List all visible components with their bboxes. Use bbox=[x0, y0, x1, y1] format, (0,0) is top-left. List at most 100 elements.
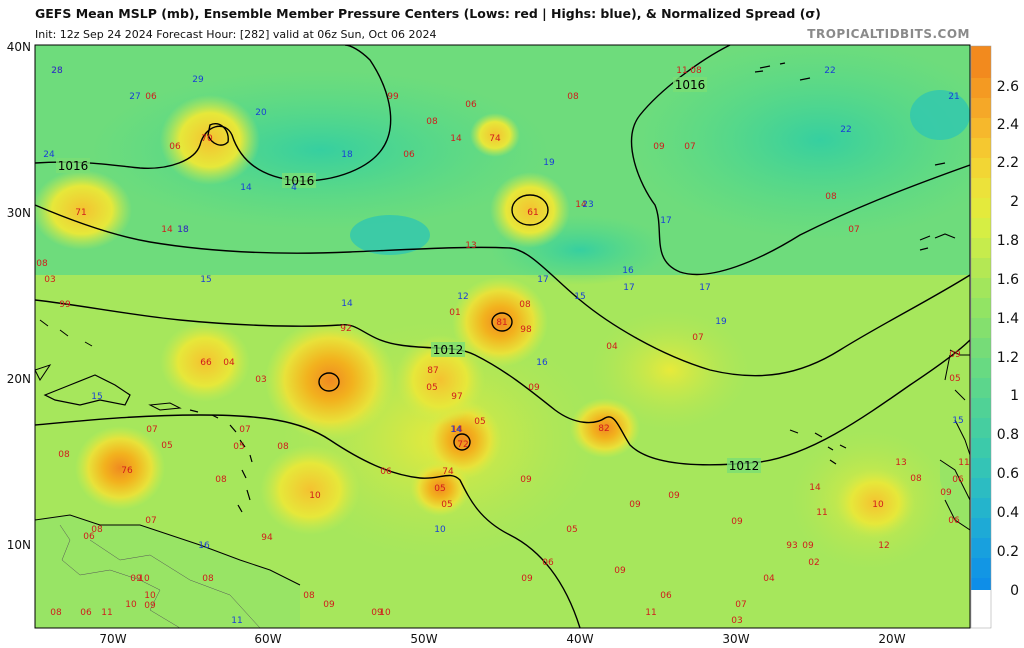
high-center-label: 22 bbox=[840, 125, 851, 135]
map-title: GEFS Mean MSLP (mb), Ensemble Member Pre… bbox=[35, 6, 821, 21]
canary-islands bbox=[919, 233, 956, 251]
low-center-label: 08 bbox=[690, 66, 702, 76]
low-center-label: 99 bbox=[59, 300, 71, 310]
brand-watermark: TROPICALTIDBITS.COM bbox=[807, 27, 970, 41]
low-center-label: 09 bbox=[521, 574, 533, 584]
colorbar-tick-label: 2 bbox=[1010, 194, 1019, 210]
high-center-label: 23 bbox=[582, 200, 593, 210]
high-center-label: 15 bbox=[91, 392, 102, 402]
colorbar-tick-label: 0.8 bbox=[997, 427, 1019, 443]
low-center-label: 09 bbox=[371, 608, 383, 618]
low-center-label: 81 bbox=[496, 318, 507, 328]
low-center-label: 06 bbox=[80, 608, 92, 618]
isobar-label: 1012 bbox=[433, 343, 464, 357]
low-center-label: 08 bbox=[567, 92, 579, 102]
low-center-label: 14 bbox=[809, 483, 821, 493]
high-center-label: 4 bbox=[291, 183, 297, 193]
spread-field bbox=[35, 45, 970, 628]
low-center-label: 14 bbox=[575, 200, 587, 210]
low-center-label: 10 bbox=[138, 574, 150, 584]
low-center-label: 08 bbox=[303, 591, 315, 601]
low-center-label: 14 bbox=[450, 134, 462, 144]
high-center-label: 16 bbox=[536, 358, 548, 368]
high-center-label: 21 bbox=[948, 92, 959, 102]
colorbar-tick-label: 0 bbox=[1010, 583, 1019, 599]
high-center-label: 15 bbox=[952, 416, 963, 426]
low-center-label: 07 bbox=[692, 333, 703, 343]
longitude-labels: 70W 60W 50W 40W 30W 20W bbox=[99, 632, 905, 646]
isobars bbox=[35, 45, 970, 628]
low-center-label: 05 bbox=[474, 417, 485, 427]
plot-frame bbox=[34, 44, 971, 629]
colorbar-tick-label: 1 bbox=[1010, 388, 1019, 404]
low-center-label: 11 bbox=[958, 458, 969, 468]
low-center-label: 11 bbox=[676, 66, 687, 76]
low-center-label: 09 bbox=[520, 475, 532, 485]
lon-label: 30W bbox=[722, 632, 749, 646]
high-center-label: 27 bbox=[129, 92, 140, 102]
high-center-label: 18 bbox=[341, 150, 353, 160]
low-center-label: 08 bbox=[202, 574, 214, 584]
lon-label: 70W bbox=[99, 632, 126, 646]
low-center-label: 13 bbox=[465, 241, 476, 251]
low-center-label: 03 bbox=[731, 616, 742, 626]
colorbar-tick-label: 1.2 bbox=[997, 350, 1019, 366]
low-center-label: 11 bbox=[816, 508, 827, 518]
lesser-antilles-coast bbox=[189, 409, 253, 513]
low-center-label: 07 bbox=[239, 425, 250, 435]
colorbar-tick-label: 2.4 bbox=[997, 117, 1019, 133]
low-center-label: 09 bbox=[528, 383, 540, 393]
colorbar-tick-label: 0.6 bbox=[997, 466, 1019, 482]
colorbar: 2.6 2.4 2.2 2 1.8 1.6 1.4 1.2 1 0.8 0.6 0.4 0.2 0 bbox=[970, 45, 1019, 629]
colorbar-tick-label: 1.6 bbox=[997, 272, 1019, 288]
high-center-label: 11 bbox=[231, 616, 242, 626]
low-center-label: 97 bbox=[451, 392, 462, 402]
low-center-label: 06 bbox=[403, 150, 415, 160]
high-center-label: 29 bbox=[192, 75, 204, 85]
low-center-label: 09 bbox=[130, 574, 142, 584]
low-center-label: 92 bbox=[340, 324, 351, 334]
low-center-label: 14 bbox=[161, 225, 173, 235]
low-center-label: 72 bbox=[457, 440, 468, 450]
low-center-label: 06 bbox=[145, 92, 157, 102]
low-center-label: 06 bbox=[952, 475, 964, 485]
low-center-label: 01 bbox=[449, 308, 460, 318]
low-center-label: 06 bbox=[542, 558, 554, 568]
low-center-label: 05 bbox=[233, 442, 244, 452]
low-center-label: 10 bbox=[309, 491, 321, 501]
low-center-label: 08 bbox=[36, 259, 48, 269]
isobar-1016-west bbox=[35, 45, 392, 182]
lat-label: 40N bbox=[7, 40, 31, 54]
high-center-label: 15 bbox=[200, 275, 211, 285]
low-center-label: 04 bbox=[606, 342, 618, 352]
low-center-label: 03 bbox=[255, 375, 266, 385]
low-center-label: 71 bbox=[75, 208, 86, 218]
low-center-label: 05 bbox=[434, 484, 445, 494]
low-center-label: 07 bbox=[145, 516, 156, 526]
lat-label: 30N bbox=[7, 206, 31, 220]
low-center-label: 09 bbox=[949, 350, 961, 360]
high-center-label: 16 bbox=[622, 266, 634, 276]
high-centers: 28 27 29 20 24 14 4 18 19 23 17 16 17 17 15 12 15 16 14 18 2… bbox=[43, 66, 963, 626]
low-center-label: 09 bbox=[731, 517, 743, 527]
low-center-label: 94 bbox=[261, 533, 273, 543]
puerto-rico-coast bbox=[148, 402, 182, 411]
low-center-label: 10 bbox=[379, 608, 391, 618]
low-center-label: 07 bbox=[735, 600, 746, 610]
low-center-label: 07 bbox=[684, 142, 695, 152]
low-center-label: 09 bbox=[802, 541, 814, 551]
low-center-label: 99 bbox=[387, 92, 399, 102]
high-center-label: 14 bbox=[341, 299, 353, 309]
low-center-label: 28 bbox=[51, 66, 63, 76]
high-center-label: 15 bbox=[574, 292, 585, 302]
low-center-label: 04 bbox=[763, 574, 775, 584]
colorbar-tick-label: 0.2 bbox=[997, 544, 1019, 560]
low-center-label: 09 bbox=[629, 500, 641, 510]
high-center-label: 10 bbox=[434, 525, 446, 535]
low-center-label: 08 bbox=[519, 300, 531, 310]
isobar-label: 1016 bbox=[284, 174, 315, 188]
low-center-label: 09 bbox=[653, 142, 665, 152]
low-center-label: 07 bbox=[848, 225, 859, 235]
low-center-label: 08 bbox=[277, 442, 289, 452]
high-center-label: 22 bbox=[824, 66, 835, 76]
